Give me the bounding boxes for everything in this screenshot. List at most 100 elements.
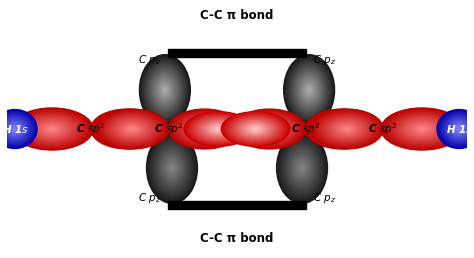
Ellipse shape	[414, 125, 429, 133]
Ellipse shape	[230, 116, 281, 142]
Ellipse shape	[110, 117, 154, 141]
Ellipse shape	[295, 71, 323, 110]
Ellipse shape	[97, 110, 167, 148]
Ellipse shape	[297, 161, 307, 175]
Ellipse shape	[196, 124, 213, 134]
Ellipse shape	[196, 118, 241, 140]
Ellipse shape	[313, 111, 380, 147]
Ellipse shape	[327, 121, 357, 137]
Ellipse shape	[317, 113, 376, 145]
Ellipse shape	[287, 147, 317, 189]
Ellipse shape	[0, 114, 33, 144]
Ellipse shape	[301, 166, 303, 170]
Ellipse shape	[215, 127, 222, 131]
Ellipse shape	[107, 115, 157, 143]
Ellipse shape	[259, 124, 279, 134]
Ellipse shape	[320, 115, 373, 143]
Ellipse shape	[46, 126, 58, 132]
Ellipse shape	[180, 115, 229, 143]
Ellipse shape	[154, 74, 176, 106]
Ellipse shape	[200, 119, 237, 139]
Ellipse shape	[439, 111, 474, 147]
Ellipse shape	[154, 143, 190, 193]
Ellipse shape	[37, 121, 67, 137]
Ellipse shape	[188, 114, 249, 144]
Ellipse shape	[249, 126, 263, 132]
Ellipse shape	[300, 78, 318, 102]
Ellipse shape	[324, 119, 360, 139]
Ellipse shape	[111, 120, 144, 138]
Ellipse shape	[443, 114, 474, 144]
Ellipse shape	[124, 127, 131, 131]
Ellipse shape	[328, 119, 365, 139]
Ellipse shape	[450, 121, 468, 137]
Ellipse shape	[407, 121, 437, 137]
Ellipse shape	[210, 125, 227, 133]
Ellipse shape	[116, 123, 139, 135]
Ellipse shape	[96, 112, 159, 146]
Text: C $p_z$: C $p_z$	[313, 53, 336, 67]
Ellipse shape	[191, 122, 218, 136]
Ellipse shape	[157, 147, 187, 189]
Ellipse shape	[161, 85, 169, 95]
Ellipse shape	[50, 128, 54, 130]
Ellipse shape	[268, 128, 271, 130]
Ellipse shape	[317, 115, 367, 143]
Ellipse shape	[256, 122, 283, 136]
Ellipse shape	[168, 109, 241, 149]
Ellipse shape	[245, 115, 294, 143]
Ellipse shape	[335, 123, 358, 135]
Ellipse shape	[241, 114, 298, 144]
Ellipse shape	[244, 123, 268, 135]
Ellipse shape	[447, 118, 471, 140]
Ellipse shape	[139, 55, 191, 125]
Ellipse shape	[158, 148, 186, 187]
Ellipse shape	[296, 72, 322, 108]
Ellipse shape	[94, 111, 161, 147]
Ellipse shape	[416, 126, 428, 132]
Bar	[168, 49, 306, 57]
Text: C $sp^2$: C $sp^2$	[291, 121, 320, 137]
Text: C $p_z$: C $p_z$	[138, 191, 161, 205]
Ellipse shape	[160, 83, 170, 97]
Ellipse shape	[405, 120, 438, 138]
Ellipse shape	[284, 143, 320, 193]
Ellipse shape	[142, 58, 188, 122]
Ellipse shape	[232, 117, 280, 141]
Ellipse shape	[145, 62, 185, 118]
Ellipse shape	[411, 123, 433, 135]
Text: C $sp^2$: C $sp^2$	[368, 121, 398, 137]
Ellipse shape	[293, 156, 311, 180]
Ellipse shape	[242, 122, 269, 136]
Ellipse shape	[392, 114, 452, 144]
Ellipse shape	[143, 60, 186, 120]
Ellipse shape	[108, 118, 147, 140]
Ellipse shape	[201, 127, 208, 131]
Ellipse shape	[92, 110, 162, 148]
Ellipse shape	[116, 120, 149, 138]
Ellipse shape	[307, 86, 312, 94]
Ellipse shape	[240, 121, 271, 137]
Ellipse shape	[191, 115, 246, 143]
Ellipse shape	[221, 112, 290, 146]
Ellipse shape	[451, 122, 467, 136]
Text: C $p_z$: C $p_z$	[313, 191, 336, 205]
Ellipse shape	[11, 108, 93, 150]
Ellipse shape	[249, 118, 289, 140]
Ellipse shape	[292, 154, 312, 182]
Ellipse shape	[296, 159, 309, 177]
Ellipse shape	[98, 113, 157, 145]
Ellipse shape	[100, 112, 164, 146]
Ellipse shape	[263, 125, 276, 133]
Ellipse shape	[266, 127, 273, 131]
Ellipse shape	[45, 125, 60, 133]
Ellipse shape	[0, 115, 30, 143]
Ellipse shape	[158, 81, 171, 99]
Ellipse shape	[146, 63, 184, 117]
Ellipse shape	[310, 112, 374, 146]
Ellipse shape	[151, 71, 179, 110]
Ellipse shape	[0, 110, 37, 148]
Ellipse shape	[305, 85, 313, 95]
Ellipse shape	[320, 117, 364, 141]
Ellipse shape	[303, 81, 316, 99]
